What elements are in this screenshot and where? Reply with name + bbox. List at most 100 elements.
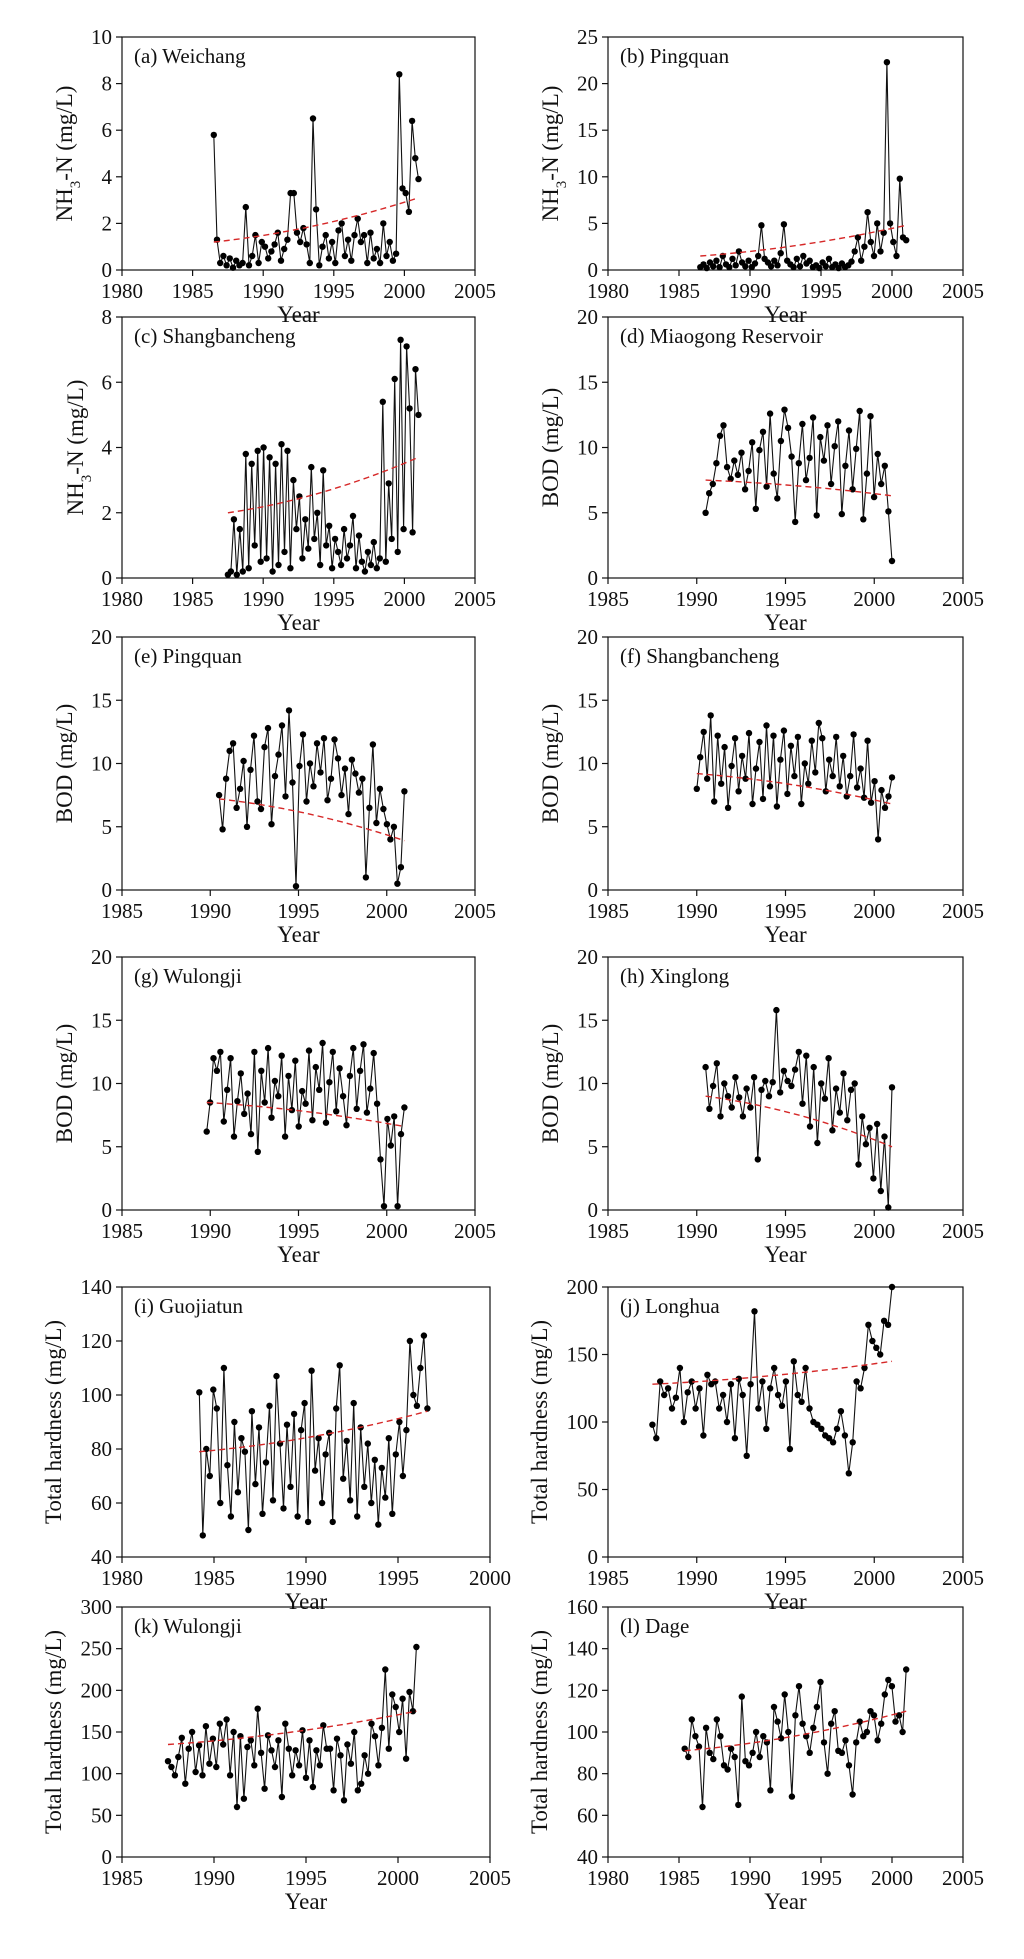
data-point	[281, 548, 288, 556]
data-point	[206, 1472, 213, 1480]
y-tick-label: 25	[577, 25, 598, 49]
data-point	[734, 471, 742, 479]
data-point	[241, 1448, 249, 1455]
data-point	[292, 1747, 299, 1754]
data-point	[829, 772, 836, 780]
data-point	[320, 1722, 327, 1729]
data-point	[254, 1705, 261, 1712]
data-point	[328, 238, 336, 246]
data-point	[284, 447, 291, 454]
data-point	[795, 1048, 802, 1056]
data-point	[312, 1063, 319, 1071]
y-tick-label: 50	[91, 1803, 112, 1827]
panel-title: (l) Dage	[620, 1614, 689, 1638]
data-point	[888, 1084, 896, 1091]
trend-line	[219, 798, 405, 842]
data-point	[361, 1483, 368, 1491]
x-tick-label: 2000	[469, 1566, 511, 1590]
data-point	[337, 1752, 344, 1759]
y-axis-label: BOD (mg/L)	[538, 1024, 563, 1143]
data-point	[755, 252, 762, 260]
y-tick-label: 10	[91, 752, 112, 776]
x-tick-label: 2000	[377, 1866, 419, 1890]
data-point	[742, 1758, 749, 1765]
x-tick-label: 1995	[313, 279, 355, 303]
data-point	[309, 115, 317, 122]
data-point	[326, 1745, 334, 1752]
y-tick-label: 15	[577, 118, 598, 142]
data-point	[767, 1787, 774, 1794]
data-point	[749, 1749, 756, 1757]
data-point	[756, 1753, 763, 1761]
data-point	[825, 1435, 833, 1442]
data-point	[777, 250, 784, 257]
chart-panel-5: 1985 1990 1995 2000 2005 0 5 10 15 20 Year BOD (mg/…	[538, 625, 984, 947]
data-point	[340, 525, 348, 533]
data-point	[697, 754, 704, 761]
y-axis-label: NH3-N (mg/L)	[63, 380, 95, 516]
x-tick-label: 1995	[800, 279, 842, 303]
data-point	[831, 443, 838, 450]
data-point	[317, 561, 324, 569]
y-tick-label: 100	[567, 1720, 599, 1744]
data-point	[278, 722, 286, 729]
panel-title: (f) Shangbancheng	[620, 644, 780, 668]
y-tick-label: 250	[81, 1637, 113, 1661]
data-point	[333, 1108, 340, 1115]
data-point	[244, 1743, 251, 1751]
x-axis-label: Year	[764, 302, 807, 327]
panel-title: (i) Guojiatun	[134, 1294, 244, 1318]
y-tick-label: 10	[577, 1072, 598, 1096]
x-tick-label: 2000	[853, 1219, 895, 1243]
data-point	[720, 422, 727, 429]
data-point	[251, 542, 258, 549]
x-tick-label: 2005	[942, 587, 984, 611]
data-point	[743, 1085, 750, 1092]
data-point	[847, 772, 854, 780]
data-point	[794, 1391, 801, 1399]
data-point	[272, 460, 279, 467]
data-point	[290, 476, 297, 484]
data-point	[375, 1521, 382, 1528]
x-axis-label: Year	[764, 922, 807, 947]
data-point	[859, 1113, 866, 1120]
data-point	[268, 1747, 275, 1754]
y-tick-label: 0	[102, 878, 113, 902]
y-tick-label: 150	[567, 1343, 599, 1367]
data-point	[269, 1497, 277, 1504]
data-point	[754, 1156, 761, 1163]
data-point	[226, 747, 233, 755]
data-point	[305, 545, 312, 552]
data-point	[825, 255, 833, 262]
data-point	[333, 1735, 341, 1742]
data-point	[792, 1712, 799, 1719]
data-point	[777, 1089, 784, 1096]
data-point	[351, 1728, 358, 1736]
data-point	[379, 398, 386, 405]
data-point	[392, 250, 400, 257]
x-tick-label: 1985	[172, 587, 214, 611]
panel-title: (a) Weichang	[134, 44, 246, 68]
x-tick-label: 2005	[942, 899, 984, 923]
x-tick-label: 1990	[729, 279, 771, 303]
data-point	[723, 1418, 731, 1426]
data-point	[886, 220, 894, 227]
data-point	[396, 1418, 403, 1426]
data-point	[202, 1723, 210, 1730]
chart-panel-4: 1985 1990 1995 2000 2005 0 5 10 15 20 Year BOD (mg/…	[52, 625, 496, 947]
data-point	[787, 742, 795, 749]
data-point	[306, 760, 314, 767]
data-point	[322, 1451, 329, 1458]
data-point	[245, 1526, 252, 1534]
data-point	[855, 1161, 862, 1168]
data-point	[695, 1743, 703, 1750]
y-axis-label: Total hardness (mg/L)	[527, 1630, 552, 1834]
data-point	[367, 229, 374, 236]
data-point	[370, 1049, 377, 1057]
data-point	[336, 1362, 343, 1369]
data-point	[743, 1452, 750, 1460]
data-point	[258, 238, 265, 246]
data-point	[778, 1402, 786, 1410]
data-point	[352, 770, 359, 777]
series-line	[651, 1286, 893, 1474]
